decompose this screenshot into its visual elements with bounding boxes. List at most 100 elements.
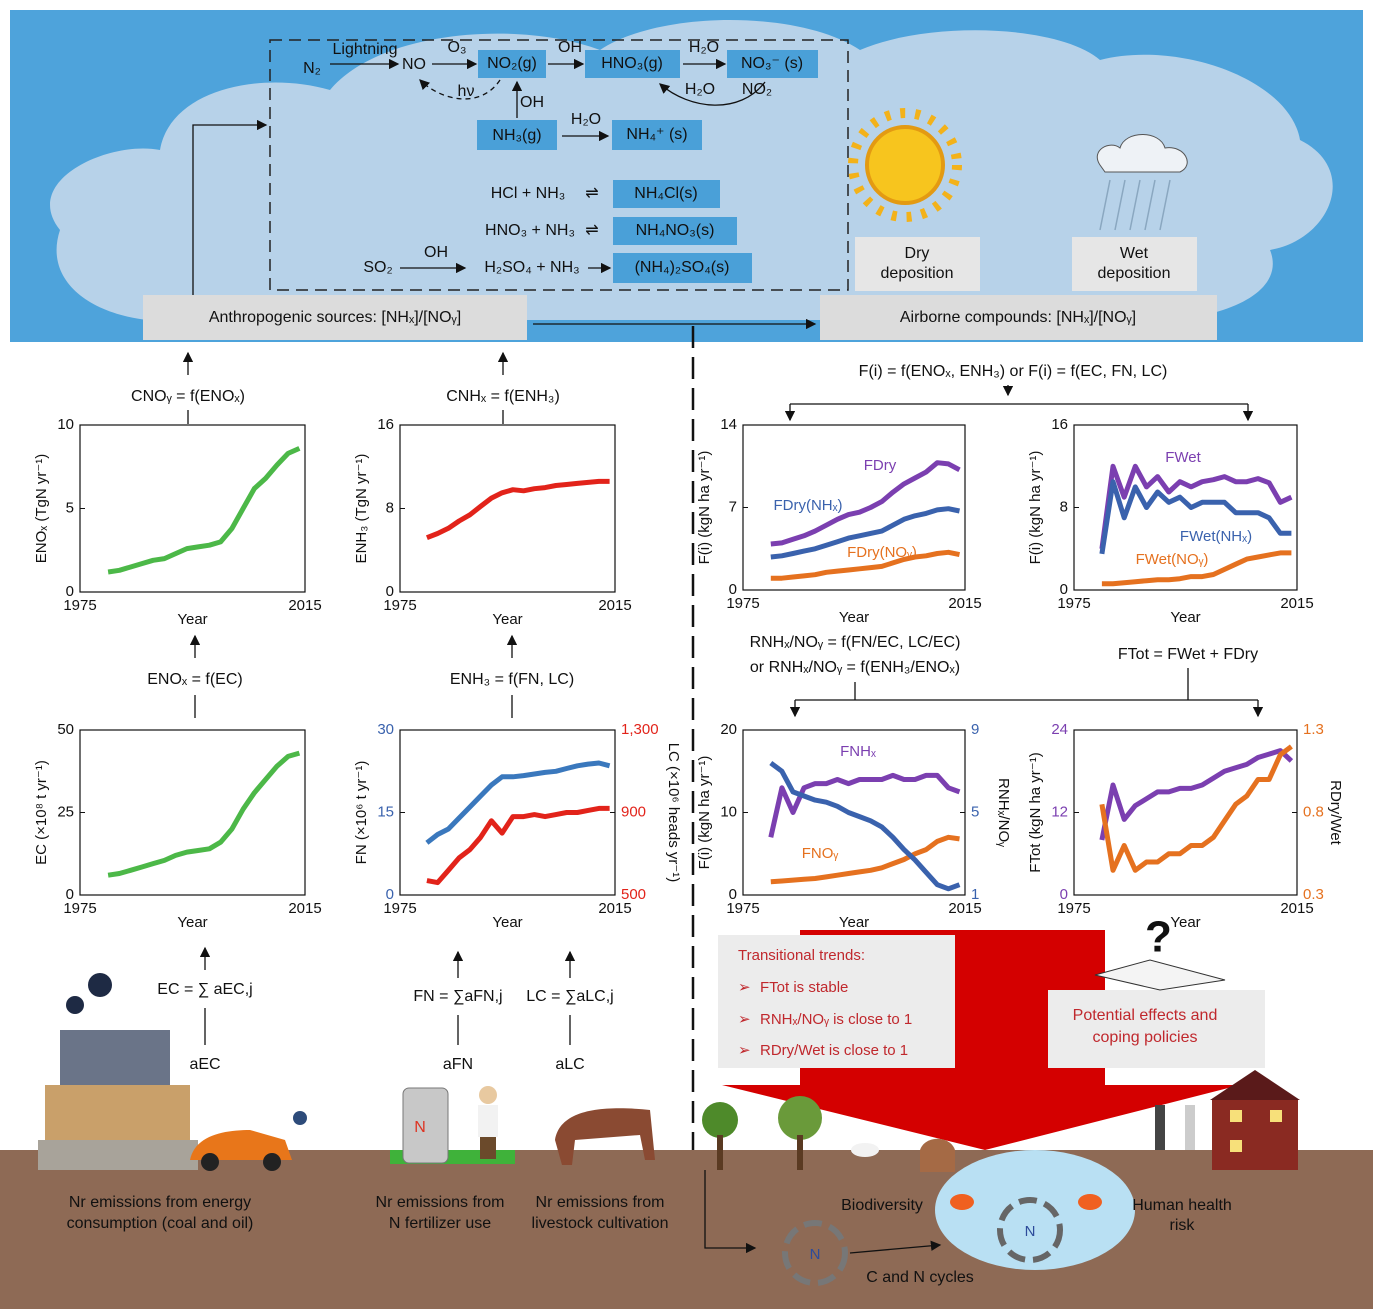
dry-label: deposition	[881, 265, 954, 282]
scene-icons	[702, 1102, 738, 1138]
ground-labels: N fertilizer use	[389, 1215, 491, 1232]
ground-labels: Nr emissions from	[376, 1194, 505, 1211]
scene-icons	[293, 1111, 307, 1125]
ground-labels: consumption (coal and oil)	[67, 1215, 254, 1232]
y-tick-label: 8	[386, 499, 394, 516]
y-tick-label: 0	[386, 583, 394, 600]
trend-item: FTot is stable	[760, 979, 848, 996]
equations: CNHₓ = f(ENH₃)	[446, 388, 560, 405]
scene-icons	[479, 1086, 497, 1104]
reaction-text: (NH₄)₂SO₄(s)	[635, 259, 730, 276]
y-tick-label: 0	[386, 886, 394, 903]
cycle-label: N	[810, 1246, 821, 1263]
series-label: FDry(NHₓ)	[773, 497, 842, 514]
wet-label: deposition	[1098, 265, 1171, 282]
y-tick-label: 7	[729, 498, 737, 515]
scene-icons	[480, 1137, 496, 1159]
y2-tick-label: 9	[971, 721, 979, 738]
scene-icons	[478, 1105, 498, 1137]
reaction-text: HCl + NH₃	[491, 185, 566, 202]
equations: EC = ∑ aEC,j	[157, 981, 252, 998]
reaction-text: NH₃(g)	[492, 127, 541, 144]
y-tick-label: 0	[1060, 581, 1068, 598]
y-axis-label: F(i) (kgN ha yr⁻¹)	[1027, 451, 1044, 565]
y-tick-label: 24	[1051, 721, 1068, 738]
wet-label: Wet	[1120, 245, 1149, 262]
series-label: FWet	[1165, 449, 1201, 466]
ground-labels: risk	[1170, 1217, 1196, 1234]
y2-axis-label: LC (×10⁶ heads yr⁻¹)	[665, 743, 682, 883]
y-tick-label: 10	[57, 416, 74, 433]
reaction-text: ⇌	[585, 222, 598, 239]
y2-tick-label: 1,300	[621, 721, 659, 738]
x-tick-label: 2015	[948, 595, 981, 612]
reaction-text: NO	[402, 56, 426, 73]
reaction-text: hν	[458, 83, 475, 100]
trend-bullet: ➢	[738, 979, 751, 996]
x-axis-label: Year	[492, 611, 522, 628]
reaction-text: N₂	[303, 60, 321, 77]
equations: ENH₃ = f(FN, LC)	[450, 671, 574, 688]
y-tick-label: 0	[66, 886, 74, 903]
y2-tick-label: 0.8	[1303, 803, 1324, 820]
scene-icons	[1230, 1140, 1242, 1152]
equations: RNHₓ/NOᵧ = f(FN/EC, LC/EC)	[750, 634, 961, 651]
equations: LC = ∑aLC,j	[526, 988, 613, 1005]
y-axis-label: ENH₃ (TgN yr⁻¹)	[353, 454, 370, 564]
reaction-text: NO₂(g)	[487, 55, 537, 72]
ground-labels: Biodiversity	[841, 1197, 923, 1214]
y-tick-label: 25	[57, 803, 74, 820]
reaction-text: H₂O	[685, 81, 715, 98]
x-axis-label: Year	[839, 914, 869, 931]
scene-icons	[263, 1153, 281, 1171]
y-axis-label: F(i) (kgN ha yr⁻¹)	[696, 451, 713, 565]
trend-item: RNHₓ/NOᵧ is close to 1	[760, 1011, 912, 1028]
y2-tick-label: 1	[971, 886, 979, 903]
scene-icons	[60, 1030, 170, 1090]
y-axis-label: EC (×10⁸ t yr⁻¹)	[33, 760, 50, 865]
x-axis-label: Year	[177, 914, 207, 931]
y-tick-label: 30	[377, 721, 394, 738]
y2-tick-label: 1.3	[1303, 721, 1324, 738]
x-tick-label: 2015	[288, 900, 321, 917]
y-tick-label: 15	[377, 803, 394, 820]
scene-icons	[1185, 1105, 1195, 1150]
source-label: Anthropogenic sources: [NHₓ]/[NOᵧ]	[209, 309, 461, 326]
x-axis-label: Year	[1170, 914, 1200, 931]
reaction-text: O₃	[448, 39, 467, 56]
scene-icons	[88, 973, 112, 997]
scene-icons	[950, 1194, 974, 1210]
reaction-text: ⇌	[585, 185, 598, 202]
reaction-text: H₂O	[689, 39, 719, 56]
figure: N₂Lightning NOO₃ NO₂(g)OH HNO₃(g)H₂O NO₃…	[0, 0, 1373, 1309]
x-axis-label: Year	[492, 914, 522, 931]
equations: or RNHₓ/NOᵧ = f(ENH₃/ENOₓ)	[750, 659, 960, 676]
x-tick-label: 2015	[598, 597, 631, 614]
y-tick-label: 0	[1060, 886, 1068, 903]
y2-axis-label: RNHₓ/NOᵧ	[995, 778, 1012, 847]
scene-icons	[1155, 1105, 1165, 1150]
y-tick-label: 12	[1051, 803, 1068, 820]
y-tick-label: 16	[1051, 416, 1068, 433]
series-label: FNOᵧ	[802, 845, 839, 862]
reaction-text: H₂O	[571, 111, 601, 128]
trend-item: RDry/Wet is close to 1	[760, 1042, 908, 1059]
ground-labels: Nr emissions from	[536, 1194, 665, 1211]
scene-icons	[851, 1143, 879, 1157]
x-axis-label: Year	[177, 611, 207, 628]
scene-icons	[797, 1135, 803, 1170]
reaction-text: NH₄Cl(s)	[634, 185, 697, 202]
y2-tick-label: 500	[621, 886, 646, 903]
series-label: FNHₓ	[840, 743, 876, 760]
dry-label: Dry	[905, 245, 930, 262]
reaction-text: HNO₃ + NH₃	[485, 222, 575, 239]
series-label: FWet(NHₓ)	[1180, 528, 1252, 545]
reaction-text: NO₂	[742, 81, 772, 98]
scene-icons	[920, 1139, 955, 1172]
y2-tick-label: 0.3	[1303, 886, 1324, 903]
reaction-text: OH	[558, 39, 582, 56]
x-axis-label: Year	[839, 609, 869, 626]
cycle-label: N	[1025, 1223, 1036, 1240]
equations: F(i) = f(ENOₓ, ENH₃) or F(i) = f(EC, FN,…	[859, 363, 1168, 380]
ground-labels: Nr emissions from energy	[69, 1194, 251, 1211]
